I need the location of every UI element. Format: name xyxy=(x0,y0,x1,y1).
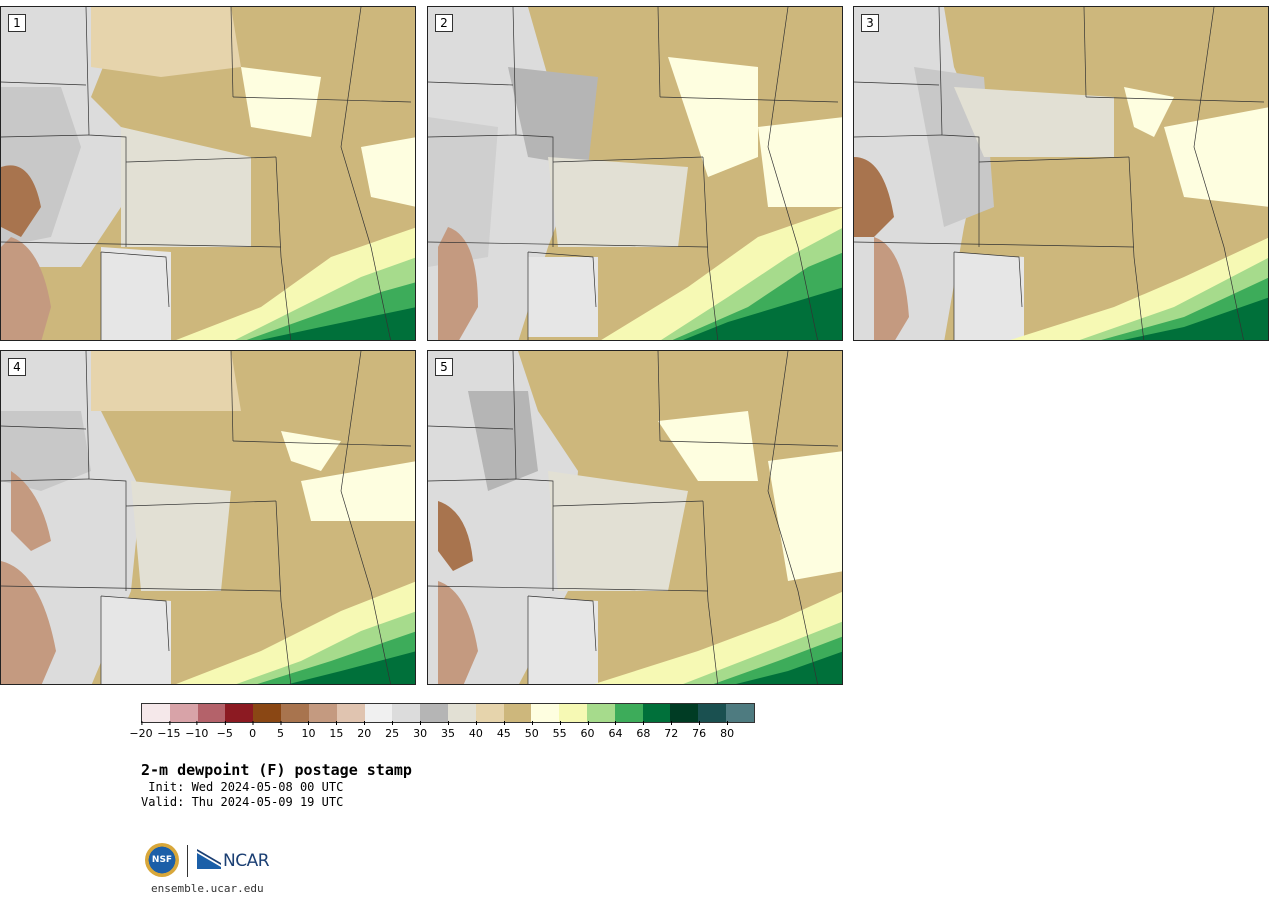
colorbar xyxy=(141,703,755,723)
panel-label: 5 xyxy=(435,358,453,376)
colorbar-tick-label: −10 xyxy=(185,721,208,740)
colorbar-swatch xyxy=(670,704,699,722)
colorbar-tick-label: 80 xyxy=(720,721,734,740)
page-title: 2-m dewpoint (F) postage stamp xyxy=(141,761,412,779)
colorbar-ticks: −20 −15 −10 −5 0 5 10 15 20 25 30 35 40 45 50 55 60 64 68 7… xyxy=(129,721,755,742)
colorbar-tick-label: 50 xyxy=(525,721,539,740)
colorbar-tick-label: 0 xyxy=(249,721,256,740)
colorbar-swatch xyxy=(447,704,476,722)
colorbar-tick-label: 30 xyxy=(413,721,427,740)
colorbar-tick-label: 10 xyxy=(301,721,315,740)
colorbar-tick-label: 45 xyxy=(497,721,511,740)
colorbar-swatch xyxy=(614,704,643,722)
colorbar-tick-label: −20 xyxy=(129,721,153,740)
colorbar-tick-label: 76 xyxy=(692,721,706,740)
colorbar-tick-label: 5 xyxy=(277,721,284,740)
colorbar-swatch xyxy=(587,704,615,722)
colorbar-tick-label: 35 xyxy=(441,721,455,740)
panel-label: 4 xyxy=(8,358,26,376)
valid-time: Valid: Thu 2024-05-09 19 UTC xyxy=(141,795,344,809)
init-time: Init: Wed 2024-05-08 00 UTC xyxy=(141,780,344,794)
ncar-logo-icon xyxy=(197,849,221,869)
colorbar-swatch xyxy=(698,704,727,722)
colorbar-swatch xyxy=(503,704,532,722)
colorbar-swatch xyxy=(475,704,504,722)
map-panel-3: 3 xyxy=(853,6,1269,341)
nsf-logo-icon: NSF xyxy=(145,843,179,877)
colorbar-swatch xyxy=(225,704,254,722)
colorbar-swatch xyxy=(253,704,282,722)
colorbar-tick-label: 68 xyxy=(636,721,650,740)
dewpoint-field xyxy=(1,351,415,684)
colorbar-swatch xyxy=(169,704,198,722)
colorbar-tick-label: 55 xyxy=(553,721,567,740)
colorbar-swatch xyxy=(531,704,560,722)
panel-label: 2 xyxy=(435,14,453,32)
colorbar-swatch xyxy=(420,704,448,722)
colorbar-swatch xyxy=(281,704,309,722)
colorbar-tick-label: 25 xyxy=(385,721,399,740)
colorbar-tick-label: 60 xyxy=(581,721,595,740)
colorbar-swatch xyxy=(642,704,671,722)
colorbar-tick-label: 64 xyxy=(608,721,622,740)
colorbar-swatch xyxy=(197,704,226,722)
colorbar-tick-label: 20 xyxy=(357,721,371,740)
dewpoint-field xyxy=(428,7,842,340)
colorbar-tick-label: −5 xyxy=(217,721,233,740)
colorbar-swatch xyxy=(142,704,170,722)
site-url: ensemble.ucar.edu xyxy=(151,882,264,895)
ncar-logo-text: NCAR xyxy=(223,851,270,871)
panel-label: 1 xyxy=(8,14,26,32)
dewpoint-field xyxy=(428,351,842,684)
colorbar-swatch xyxy=(364,704,393,722)
colorbar-swatch xyxy=(308,704,337,722)
colorbar-tick-label: −15 xyxy=(157,721,181,740)
map-panel-2: 2 xyxy=(427,6,843,341)
panel-label: 3 xyxy=(861,14,879,32)
logo-divider xyxy=(187,845,188,877)
colorbar-tick-label: 15 xyxy=(329,721,343,740)
logos: NSF NCAR xyxy=(145,843,275,879)
colorbar-tick-label: 72 xyxy=(664,721,678,740)
map-panel-1: 1 xyxy=(0,6,416,341)
colorbar-swatch xyxy=(726,704,754,722)
colorbar-swatch xyxy=(392,704,421,722)
dewpoint-field xyxy=(854,7,1268,340)
colorbar-swatch xyxy=(336,704,365,722)
colorbar-swatch xyxy=(559,704,587,722)
colorbar-tick-label: 40 xyxy=(469,721,483,740)
map-panel-4: 4 xyxy=(0,350,416,685)
map-panel-5: 5 xyxy=(427,350,843,685)
dewpoint-field xyxy=(1,7,415,340)
